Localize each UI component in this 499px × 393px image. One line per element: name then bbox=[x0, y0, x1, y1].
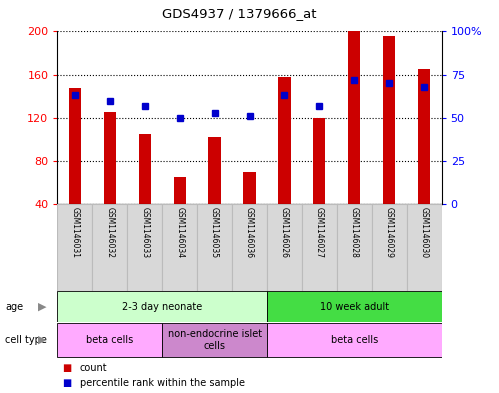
Text: GSM1146026: GSM1146026 bbox=[280, 207, 289, 258]
Text: GSM1146029: GSM1146029 bbox=[385, 207, 394, 258]
FancyBboxPatch shape bbox=[267, 323, 442, 357]
Text: ▶: ▶ bbox=[38, 335, 47, 345]
Text: GSM1146027: GSM1146027 bbox=[315, 207, 324, 258]
FancyBboxPatch shape bbox=[302, 204, 337, 291]
FancyBboxPatch shape bbox=[162, 323, 267, 357]
Bar bbox=[174, 177, 186, 204]
Text: 10 week adult: 10 week adult bbox=[320, 301, 389, 312]
Bar bbox=[104, 112, 116, 204]
Text: GDS4937 / 1379666_at: GDS4937 / 1379666_at bbox=[162, 7, 317, 20]
FancyBboxPatch shape bbox=[197, 204, 232, 291]
FancyBboxPatch shape bbox=[127, 204, 162, 291]
FancyBboxPatch shape bbox=[57, 323, 162, 357]
FancyBboxPatch shape bbox=[267, 292, 442, 321]
FancyBboxPatch shape bbox=[267, 204, 302, 291]
FancyBboxPatch shape bbox=[337, 204, 372, 291]
Text: percentile rank within the sample: percentile rank within the sample bbox=[80, 378, 245, 388]
FancyBboxPatch shape bbox=[92, 204, 127, 291]
Text: GSM1146033: GSM1146033 bbox=[140, 207, 149, 258]
Text: GSM1146032: GSM1146032 bbox=[105, 207, 114, 258]
Bar bbox=[244, 172, 255, 204]
Bar bbox=[209, 138, 221, 204]
FancyBboxPatch shape bbox=[57, 292, 267, 321]
Text: 2-3 day neonate: 2-3 day neonate bbox=[122, 301, 202, 312]
Text: count: count bbox=[80, 362, 107, 373]
Bar bbox=[418, 69, 430, 204]
Text: GSM1146036: GSM1146036 bbox=[245, 207, 254, 258]
Text: cell type: cell type bbox=[5, 335, 47, 345]
Text: beta cells: beta cells bbox=[331, 335, 378, 345]
Bar bbox=[139, 134, 151, 204]
Text: beta cells: beta cells bbox=[86, 335, 133, 345]
Text: ■: ■ bbox=[62, 362, 72, 373]
Bar bbox=[313, 118, 325, 204]
Bar bbox=[278, 77, 290, 204]
FancyBboxPatch shape bbox=[57, 204, 92, 291]
Bar bbox=[348, 31, 360, 204]
Text: GSM1146031: GSM1146031 bbox=[70, 207, 79, 258]
Text: ■: ■ bbox=[62, 378, 72, 388]
FancyBboxPatch shape bbox=[232, 204, 267, 291]
Text: non-endocrine islet
cells: non-endocrine islet cells bbox=[168, 329, 261, 351]
Text: ▶: ▶ bbox=[38, 301, 47, 312]
FancyBboxPatch shape bbox=[162, 204, 197, 291]
Text: GSM1146028: GSM1146028 bbox=[350, 207, 359, 258]
FancyBboxPatch shape bbox=[372, 204, 407, 291]
FancyBboxPatch shape bbox=[407, 204, 442, 291]
Text: age: age bbox=[5, 301, 23, 312]
Text: GSM1146030: GSM1146030 bbox=[420, 207, 429, 258]
Text: GSM1146035: GSM1146035 bbox=[210, 207, 219, 258]
Text: GSM1146034: GSM1146034 bbox=[175, 207, 184, 258]
Bar bbox=[383, 36, 395, 204]
Bar bbox=[69, 88, 81, 204]
